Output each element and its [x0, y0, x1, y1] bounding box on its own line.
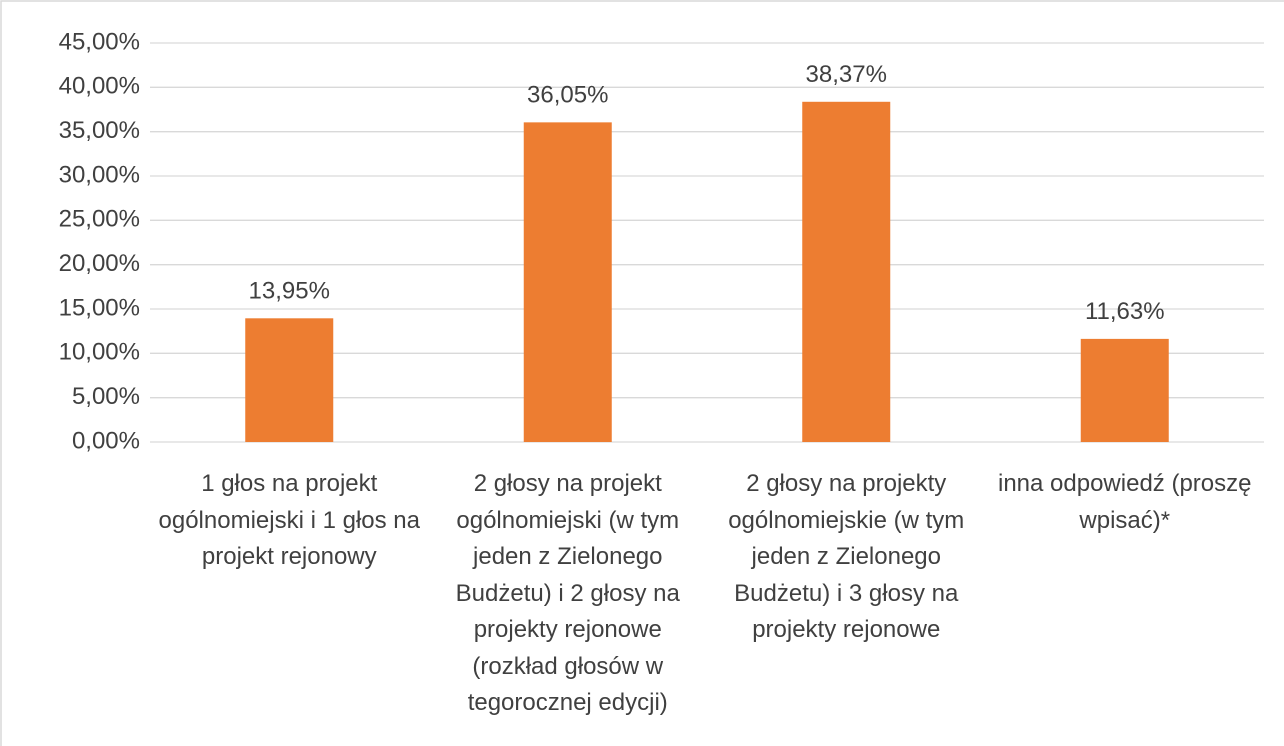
x-tick-label: 2 głosy na projekty ogólnomiejskie (w ty…	[728, 470, 965, 643]
bar	[802, 101, 891, 442]
y-tick-label: 35,00%	[59, 117, 140, 144]
y-tick-label: 45,00%	[59, 28, 140, 55]
data-label: 13,95%	[249, 278, 330, 305]
bar	[1080, 338, 1169, 442]
data-label: 38,37%	[806, 61, 887, 88]
y-tick-label: 0,00%	[72, 427, 140, 454]
y-tick-label: 20,00%	[59, 250, 140, 277]
y-tick-label: 10,00%	[59, 339, 140, 366]
x-tick-label: inna odpowiedź (proszę wpisać)*	[998, 470, 1252, 534]
y-tick-label: 30,00%	[59, 161, 140, 188]
x-tick-label: 2 głosy na projekt ogólnomiejski (w tym …	[455, 470, 680, 716]
x-tick-label: 1 głos na projekt ogólnomiejski i 1 głos…	[158, 470, 420, 570]
bar	[523, 122, 612, 443]
y-tick-label: 5,00%	[72, 383, 140, 410]
bar	[245, 318, 334, 442]
y-tick-label: 15,00%	[59, 294, 140, 321]
y-tick-label: 40,00%	[59, 73, 140, 100]
data-label: 36,05%	[527, 82, 608, 109]
y-tick-label: 25,00%	[59, 206, 140, 233]
data-label: 11,63%	[1085, 298, 1165, 325]
